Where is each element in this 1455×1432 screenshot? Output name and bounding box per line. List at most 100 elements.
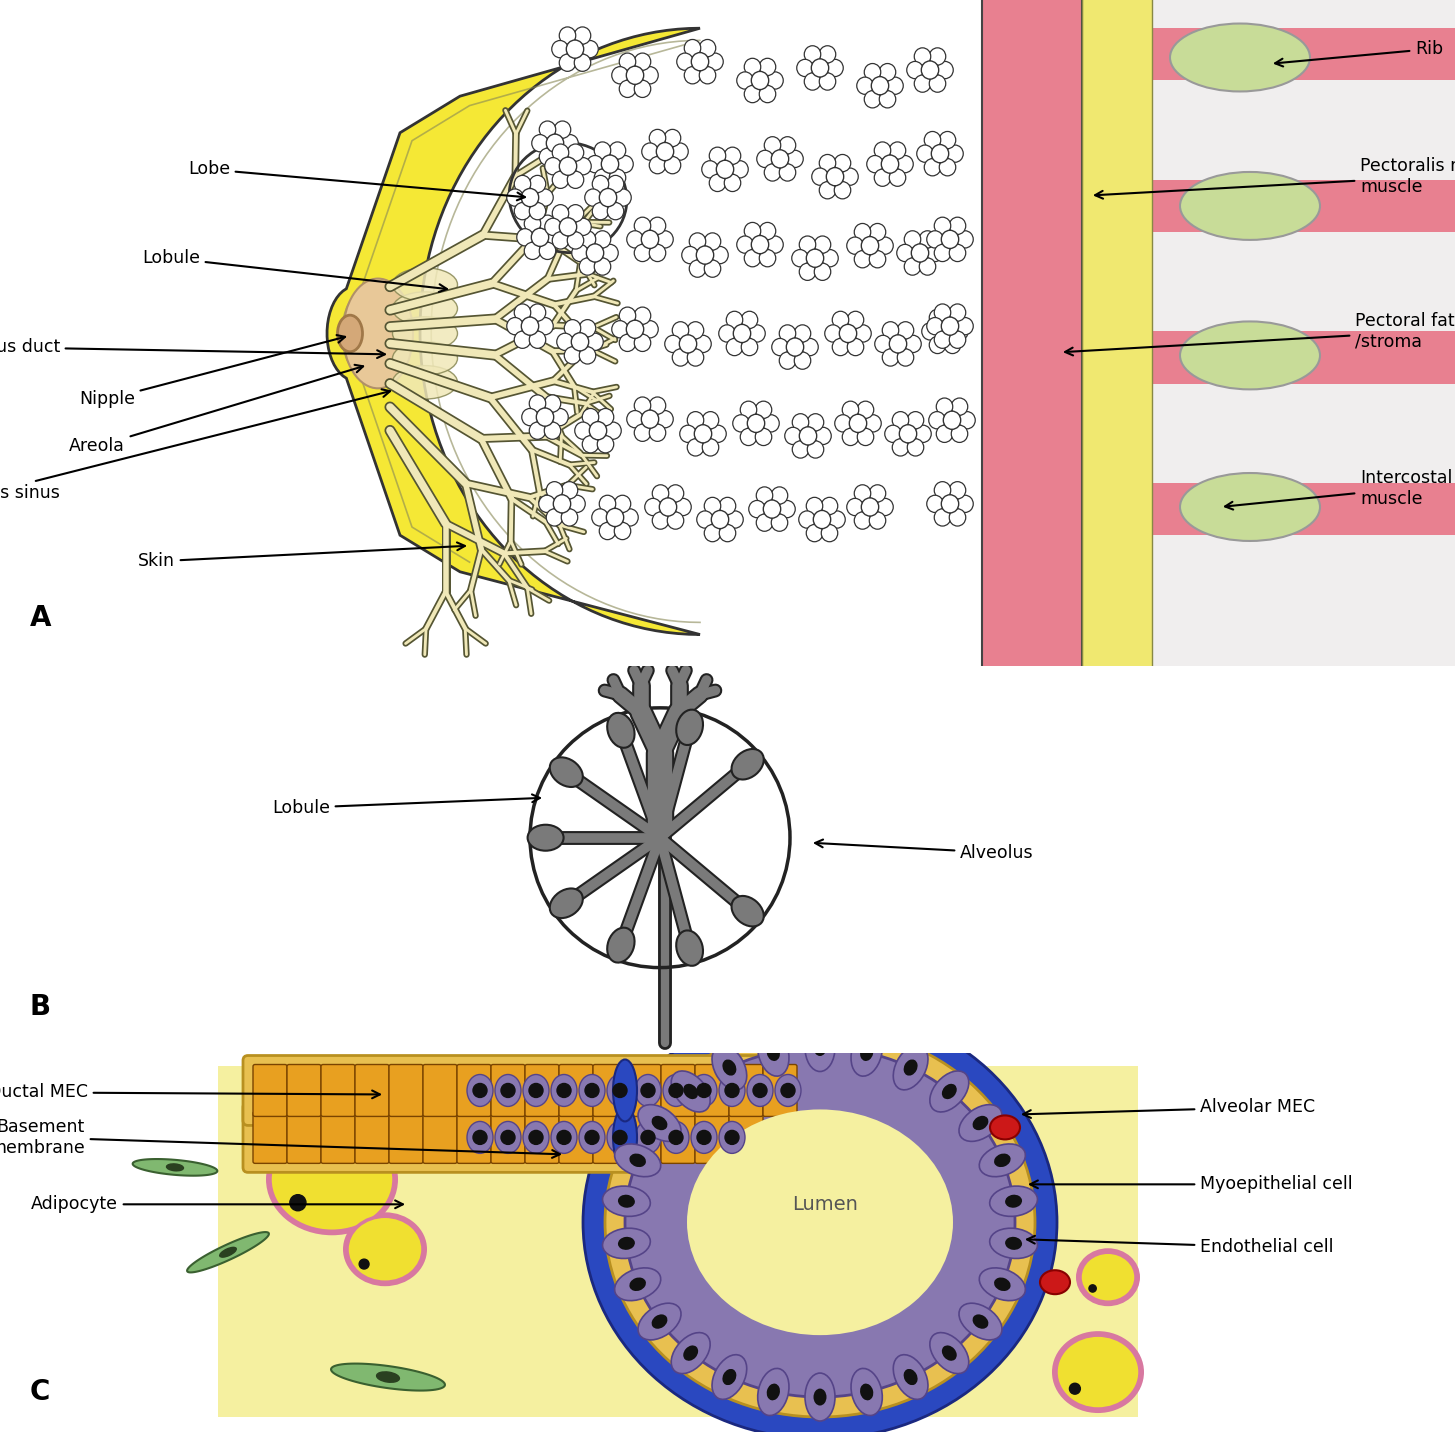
Circle shape <box>952 322 968 339</box>
Ellipse shape <box>893 1355 928 1399</box>
Text: Areola: Areola <box>70 365 364 455</box>
Circle shape <box>725 1130 739 1144</box>
Circle shape <box>546 135 563 152</box>
Circle shape <box>707 53 723 70</box>
Circle shape <box>569 495 585 513</box>
Ellipse shape <box>613 1060 637 1121</box>
Circle shape <box>599 523 615 540</box>
Circle shape <box>941 316 959 335</box>
Circle shape <box>850 414 867 432</box>
Ellipse shape <box>393 292 457 325</box>
Circle shape <box>749 325 765 342</box>
Bar <box>1152 331 1455 384</box>
Circle shape <box>592 508 608 526</box>
Circle shape <box>704 497 720 514</box>
Circle shape <box>725 175 741 192</box>
Ellipse shape <box>522 1074 549 1107</box>
Circle shape <box>709 147 726 165</box>
Text: Alveolus: Alveolus <box>815 839 1033 862</box>
Circle shape <box>614 523 631 540</box>
Ellipse shape <box>614 1267 661 1300</box>
Circle shape <box>562 508 578 526</box>
Bar <box>218 1065 1138 1418</box>
Ellipse shape <box>1180 172 1320 241</box>
Circle shape <box>867 156 883 173</box>
Circle shape <box>806 524 822 541</box>
Ellipse shape <box>618 1237 634 1250</box>
Circle shape <box>874 142 890 159</box>
Circle shape <box>944 309 960 326</box>
Circle shape <box>771 338 789 355</box>
Ellipse shape <box>602 1229 650 1259</box>
Ellipse shape <box>626 1048 1016 1398</box>
Ellipse shape <box>776 1074 802 1107</box>
Ellipse shape <box>630 1154 646 1167</box>
Text: B: B <box>31 992 51 1021</box>
Ellipse shape <box>663 1074 690 1107</box>
Circle shape <box>559 218 576 236</box>
Circle shape <box>767 236 783 253</box>
Circle shape <box>906 62 924 79</box>
Ellipse shape <box>343 1213 426 1286</box>
Circle shape <box>778 500 796 518</box>
Text: Lobule: Lobule <box>272 795 540 816</box>
Circle shape <box>530 331 546 348</box>
Circle shape <box>473 1130 487 1144</box>
Circle shape <box>567 172 583 189</box>
Circle shape <box>934 331 950 348</box>
Circle shape <box>597 408 614 425</box>
FancyBboxPatch shape <box>490 1111 525 1163</box>
Circle shape <box>934 481 950 498</box>
Circle shape <box>649 397 666 414</box>
Circle shape <box>826 59 844 76</box>
Circle shape <box>787 150 803 168</box>
Ellipse shape <box>941 1084 957 1100</box>
Circle shape <box>704 261 720 278</box>
Text: A: A <box>31 604 51 632</box>
Text: Lactiferous sinus: Lactiferous sinus <box>0 390 390 503</box>
Ellipse shape <box>528 825 563 851</box>
Circle shape <box>930 309 946 326</box>
Circle shape <box>949 245 966 262</box>
Circle shape <box>592 202 608 219</box>
Ellipse shape <box>652 1116 668 1130</box>
FancyBboxPatch shape <box>287 1111 322 1163</box>
Circle shape <box>586 243 604 262</box>
Ellipse shape <box>719 1121 745 1153</box>
Circle shape <box>634 397 650 414</box>
Circle shape <box>869 485 886 503</box>
Circle shape <box>952 398 968 415</box>
Ellipse shape <box>677 931 703 965</box>
Circle shape <box>687 438 704 455</box>
Ellipse shape <box>732 749 764 779</box>
FancyBboxPatch shape <box>423 1111 457 1163</box>
Circle shape <box>553 232 569 249</box>
Circle shape <box>530 1130 543 1144</box>
Circle shape <box>896 245 914 262</box>
FancyBboxPatch shape <box>695 1111 729 1163</box>
Circle shape <box>733 415 749 432</box>
Circle shape <box>579 319 595 337</box>
Ellipse shape <box>1077 1249 1141 1306</box>
Circle shape <box>642 1130 655 1144</box>
Circle shape <box>621 508 639 526</box>
Ellipse shape <box>994 1277 1011 1292</box>
Circle shape <box>949 304 966 321</box>
Polygon shape <box>132 1158 217 1176</box>
Circle shape <box>806 497 822 514</box>
Circle shape <box>725 1084 739 1097</box>
Ellipse shape <box>166 1164 183 1171</box>
Circle shape <box>567 145 583 162</box>
Circle shape <box>575 54 591 72</box>
Ellipse shape <box>722 1369 736 1385</box>
Circle shape <box>665 156 681 173</box>
Circle shape <box>915 425 931 442</box>
Ellipse shape <box>637 1104 681 1141</box>
Circle shape <box>697 246 714 263</box>
Circle shape <box>691 53 709 70</box>
Circle shape <box>745 86 761 103</box>
FancyBboxPatch shape <box>355 1064 388 1117</box>
Circle shape <box>589 421 607 440</box>
Circle shape <box>757 514 773 531</box>
Text: Skin: Skin <box>138 543 466 570</box>
